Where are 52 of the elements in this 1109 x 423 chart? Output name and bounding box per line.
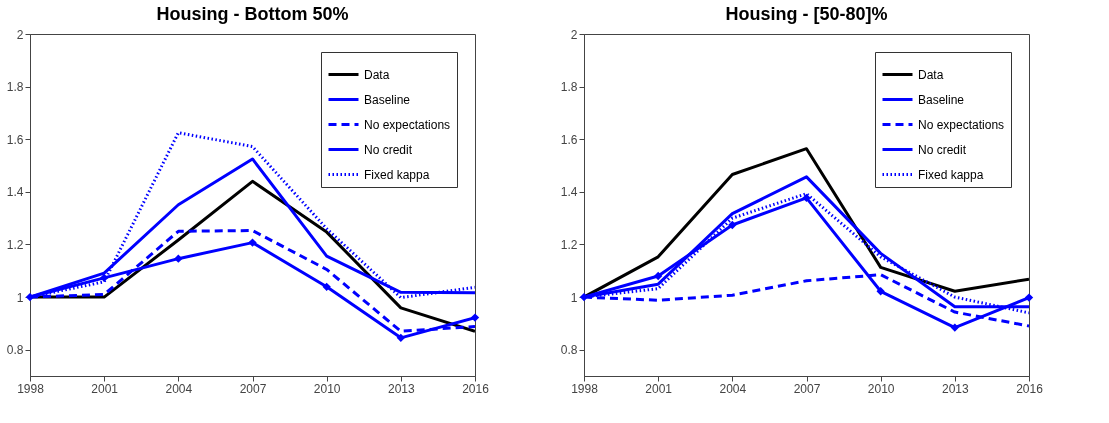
point: [322, 282, 331, 291]
x-tick-label: 2007: [793, 381, 821, 396]
y-tick-label: 1.6: [560, 132, 578, 147]
point: [99, 273, 109, 283]
x-tick-label: 2013: [387, 381, 415, 396]
y-tick-label: 1.4: [6, 185, 24, 200]
y-tick-label: 1.2: [560, 237, 578, 252]
y-tick-label: 2: [16, 27, 24, 42]
y-tick-label: 1.8: [560, 80, 578, 95]
legend-label: Data: [918, 67, 944, 82]
point: [728, 220, 737, 230]
point: [1024, 293, 1034, 302]
x-tick-label: 2016: [462, 381, 490, 396]
legend-label: Baseline: [364, 92, 411, 107]
x-tick-label: 1998: [571, 381, 599, 396]
x-tick-label: 2004: [165, 381, 193, 396]
y-tick-label: 1.2: [6, 237, 24, 252]
x-tick-label: 2001: [645, 381, 673, 396]
point: [876, 287, 885, 296]
point: [396, 333, 406, 343]
x-tick-label: 2010: [313, 381, 341, 396]
x-tick-label: 1998: [17, 381, 45, 396]
y-tick-label: 1: [570, 290, 578, 305]
legend-label: No credit: [918, 142, 967, 157]
point: [802, 193, 811, 203]
legend-label: Data: [364, 67, 390, 82]
legend-label: No credit: [364, 142, 413, 157]
point: [248, 238, 257, 247]
legend-label: Baseline: [918, 92, 965, 107]
point: [950, 323, 960, 332]
y-tick-label: 1: [16, 290, 24, 305]
y-tick-label: 1.8: [6, 80, 24, 95]
legend-label: No expectations: [918, 117, 1005, 132]
point: [174, 254, 183, 263]
y-tick-label: 1.6: [6, 132, 24, 147]
x-tick-label: 2013: [941, 381, 969, 396]
legend-label: Fixed kappa: [364, 167, 430, 182]
chart-title: Housing - Bottom 50%: [156, 4, 349, 24]
chart-title: Housing - [50-80]%: [725, 4, 888, 24]
x-tick-label: 2001: [91, 381, 119, 396]
point: [653, 271, 663, 281]
y-tick-label: 1.4: [560, 185, 578, 200]
legend-label: Fixed kappa: [918, 167, 984, 182]
y-tick-label: 0.8: [560, 343, 578, 358]
legend-label: No expectations: [364, 117, 451, 132]
x-tick-label: 2004: [719, 381, 747, 396]
y-tick-label: 0.8: [6, 343, 24, 358]
x-tick-label: 2010: [867, 381, 895, 396]
y-tick-label: 2: [570, 27, 578, 42]
x-tick-label: 2016: [1016, 381, 1044, 396]
point: [470, 313, 480, 322]
x-tick-label: 2007: [239, 381, 267, 396]
